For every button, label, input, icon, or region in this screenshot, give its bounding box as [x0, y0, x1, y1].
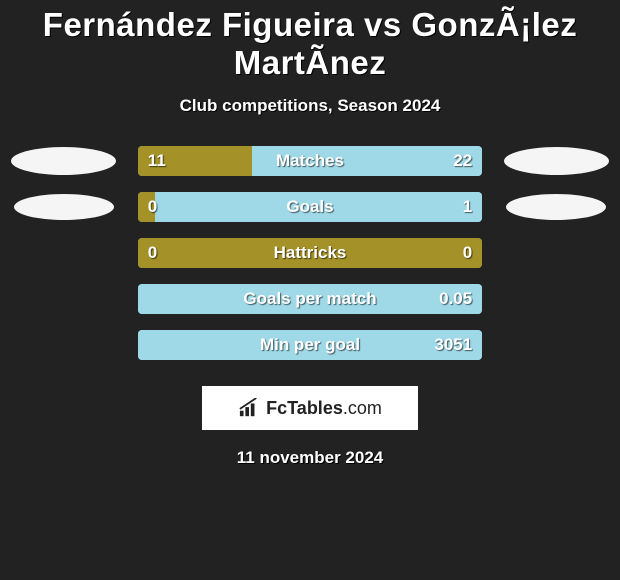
stat-value-left: 0	[148, 243, 157, 263]
player-avatar-right	[506, 194, 606, 220]
stat-value-right: 1	[463, 197, 472, 217]
stat-value-left: 0	[148, 197, 157, 217]
stat-label: Goals per match	[243, 289, 376, 309]
stat-row: 11 22 Matches	[0, 138, 620, 184]
stat-bar: 0 0 Hattricks	[138, 238, 482, 268]
stat-value-left: 11	[148, 151, 166, 171]
stat-row: 3051 Min per goal	[0, 322, 620, 368]
stat-label: Hattricks	[274, 243, 347, 263]
page-subtitle: Club competitions, Season 2024	[0, 96, 620, 116]
stat-label: Min per goal	[260, 335, 360, 355]
stat-row: 0 0 Hattricks	[0, 230, 620, 276]
stat-label: Goals	[286, 197, 333, 217]
stat-value-right: 0.05	[439, 289, 472, 309]
stat-bar: 0.05 Goals per match	[138, 284, 482, 314]
stat-value-right: 0	[463, 243, 472, 263]
logo-text: FcTables.com	[266, 398, 382, 419]
stat-row: 0.05 Goals per match	[0, 276, 620, 322]
page-title: Fernández Figueira vs GonzÃ¡lez MartÃ­ne…	[0, 0, 620, 82]
stat-value-right: 3051	[434, 335, 472, 355]
logo-box: FcTables.com	[202, 386, 418, 430]
date-text: 11 november 2024	[0, 448, 620, 468]
logo-text-light: .com	[343, 398, 382, 418]
stat-label: Matches	[276, 151, 344, 171]
stat-bar: 0 1 Goals	[138, 192, 482, 222]
player-avatar-left	[11, 147, 116, 175]
stat-row: 0 1 Goals	[0, 184, 620, 230]
chart-icon	[238, 398, 260, 418]
player-avatar-right	[504, 147, 609, 175]
stats-container: 11 22 Matches 0 1 Goals 0 0 Hattricks 0.05 Goals p…	[0, 138, 620, 368]
player-avatar-left	[14, 194, 114, 220]
stat-bar: 11 22 Matches	[138, 146, 482, 176]
stat-value-right: 22	[453, 151, 472, 171]
logo-text-bold: FcTables	[266, 398, 343, 418]
stat-bar: 3051 Min per goal	[138, 330, 482, 360]
